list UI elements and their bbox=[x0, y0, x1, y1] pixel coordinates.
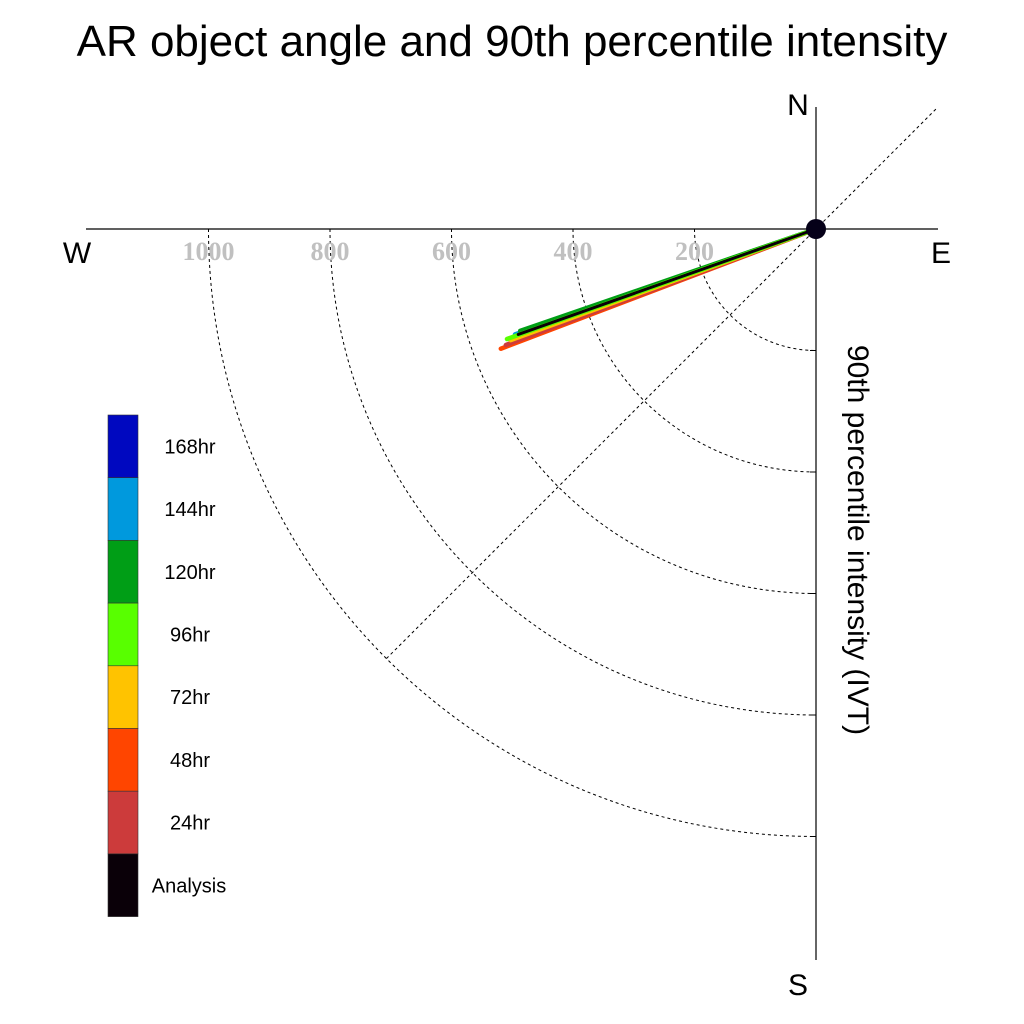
compass-north-label: N bbox=[787, 89, 809, 122]
legend-label-120hr: 120hr bbox=[164, 562, 215, 584]
radial-tick-label-1000: 1000 bbox=[183, 237, 235, 266]
grid-arc-1000 bbox=[208, 228, 817, 837]
compass-south-label: S bbox=[788, 969, 808, 1002]
legend-swatch-144hr bbox=[107, 477, 139, 541]
tick-labels: 200 400 600 800 1000 bbox=[183, 237, 715, 266]
compass-west-label: W bbox=[63, 237, 92, 270]
legend: 168hr 144hr 120hr 96hr 72hr 48hr 24hr Analysis bbox=[107, 414, 226, 917]
grid-arc-400 bbox=[572, 228, 817, 473]
grid-arc-200 bbox=[694, 228, 817, 351]
chart-title: AR object angle and 90th percentile inte… bbox=[77, 17, 948, 66]
legend-swatch-72hr bbox=[107, 665, 139, 729]
legend-swatch-168hr bbox=[107, 414, 139, 479]
legend-label-96hr: 96hr bbox=[170, 624, 210, 646]
legend-swatch-96hr bbox=[107, 602, 139, 667]
radial-tick-label-200: 200 bbox=[675, 237, 714, 266]
radial-tick-label-600: 600 bbox=[432, 237, 471, 266]
legend-label-72hr: 72hr bbox=[170, 687, 210, 709]
grid-arc-800 bbox=[329, 228, 817, 716]
legend-label-144hr: 144hr bbox=[164, 499, 215, 521]
vector-analysis bbox=[516, 227, 818, 336]
axes-layer bbox=[86, 107, 938, 960]
radial-tick-label-400: 400 bbox=[554, 237, 593, 266]
legend-label-24hr: 24hr bbox=[170, 813, 210, 835]
legend-swatch-analysis bbox=[107, 853, 139, 917]
legend-label-analysis: Analysis bbox=[152, 875, 226, 897]
origin-marker bbox=[806, 219, 826, 239]
legend-swatch-48hr bbox=[107, 728, 139, 792]
legend-label-168hr: 168hr bbox=[164, 436, 215, 458]
radial-axis-label: 90th percentile intensity (IVT) bbox=[841, 345, 874, 735]
compass-east-label: E bbox=[931, 237, 951, 270]
legend-swatch-120hr bbox=[107, 540, 139, 604]
radial-tick-label-800: 800 bbox=[311, 237, 350, 266]
grid-layer bbox=[208, 108, 937, 837]
grid-arc-600 bbox=[451, 228, 817, 594]
legend-label-48hr: 48hr bbox=[170, 750, 210, 772]
legend-swatch-24hr bbox=[107, 790, 139, 855]
series-vectors bbox=[498, 226, 819, 351]
